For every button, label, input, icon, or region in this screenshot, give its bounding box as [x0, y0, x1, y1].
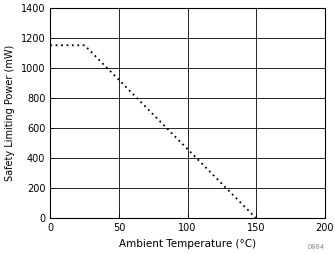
Y-axis label: Safety Limiting Power (mW): Safety Limiting Power (mW): [5, 45, 15, 181]
Text: D004: D004: [308, 244, 325, 250]
X-axis label: Ambient Temperature (°C): Ambient Temperature (°C): [119, 239, 256, 249]
